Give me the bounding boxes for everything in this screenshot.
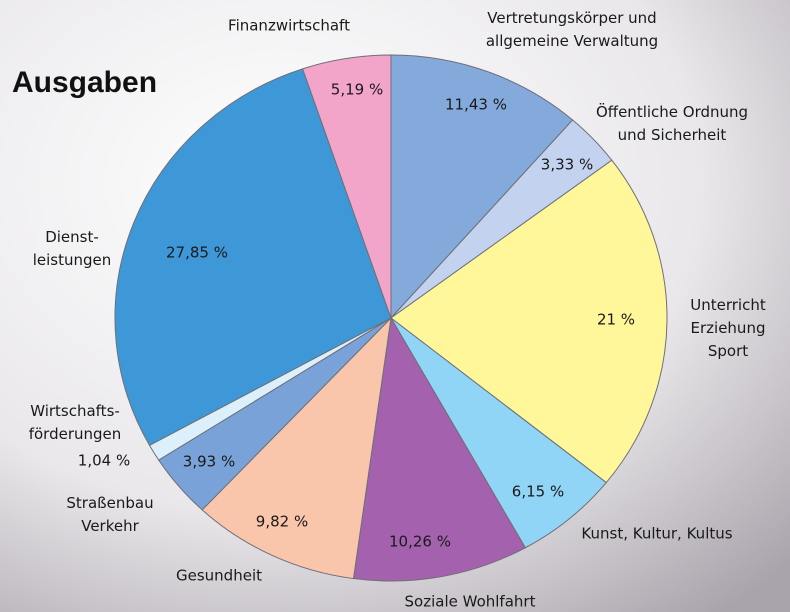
value-label: 10,26 % [389, 533, 451, 551]
value-label: 3,33 % [541, 156, 593, 174]
value-label: 9,82 % [256, 513, 308, 531]
value-label: 5,19 % [331, 81, 383, 99]
pie-slice [201, 316, 392, 580]
slice-label: Vertretungskörper und allgemeine Verwaltu… [486, 9, 658, 50]
value-label: 6,15 % [512, 483, 564, 501]
pie-slice [352, 316, 527, 582]
pie-slice [301, 54, 392, 319]
slice-label: Öffentliche Ordnung und Sicherheit [596, 102, 748, 144]
value-label: 27,85 % [166, 244, 228, 262]
slice-label: Dienst-leistungen [33, 228, 112, 269]
slice-label: Kunst, Kultur, Kultus [581, 525, 732, 543]
slice-label: Soziale Wohlfahrt [405, 593, 536, 611]
slice-label: Straßenbau Verkehr [66, 494, 153, 535]
pie-slice [390, 54, 574, 320]
pie-slice [114, 68, 392, 446]
value-label: 1,04 % [78, 452, 130, 470]
slice-label: Finanzwirtschaft [228, 17, 350, 35]
value-label: 3,93 % [183, 453, 235, 471]
slice-label: Gesundheit [176, 567, 262, 585]
pie-slice [390, 159, 668, 484]
slice-label: Wirtschafts-förderungen [29, 402, 122, 443]
slice-label: Unterricht Erziehung Sport [690, 296, 766, 360]
chart-title: Ausgaben [12, 66, 157, 99]
value-label: 11,43 % [445, 96, 507, 114]
value-label: 21 % [597, 311, 635, 329]
